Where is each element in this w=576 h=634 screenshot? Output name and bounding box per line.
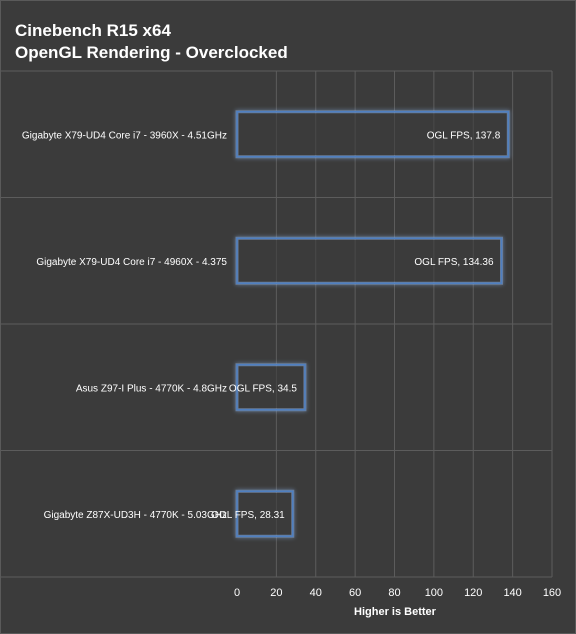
bar (236, 111, 510, 158)
x-tick-label: 20 (270, 587, 282, 599)
data-label: OGL FPS, 134.36 (414, 257, 494, 268)
x-tick-label: 80 (388, 587, 400, 599)
category-label: Gigabyte X79-UD4 Core i7 - 4960X - 4.375 (36, 257, 227, 268)
data-label: OGL FPS, 28.31 (211, 510, 285, 521)
bar (236, 364, 306, 411)
category-label: Gigabyte Z87X-UD3H - 4770K - 5.03GHz (44, 510, 227, 521)
x-tick-label: 40 (310, 587, 322, 599)
x-tick-label: 100 (425, 587, 443, 599)
x-tick-label: 0 (234, 587, 240, 599)
chart-subtitle: OpenGL Rendering - Overclocked (15, 43, 288, 62)
category-label: Gigabyte X79-UD4 Core i7 - 3960X - 4.51G… (22, 130, 227, 141)
bar (236, 490, 294, 537)
x-tick-label: 60 (349, 587, 361, 599)
category-label: Asus Z97-I Plus - 4770K - 4.8GHz (76, 383, 227, 394)
bar (236, 237, 503, 284)
data-label: OGL FPS, 137.8 (427, 130, 501, 141)
x-tick-label: 120 (464, 587, 482, 599)
x-tick-label: 160 (543, 587, 561, 599)
data-label: OGL FPS, 34.5 (229, 383, 297, 394)
x-axis-label: Higher is Better (354, 606, 437, 618)
x-tick-label: 140 (503, 587, 521, 599)
chart-title: Cinebench R15 x64 (15, 21, 171, 40)
bar-glow (235, 363, 307, 412)
